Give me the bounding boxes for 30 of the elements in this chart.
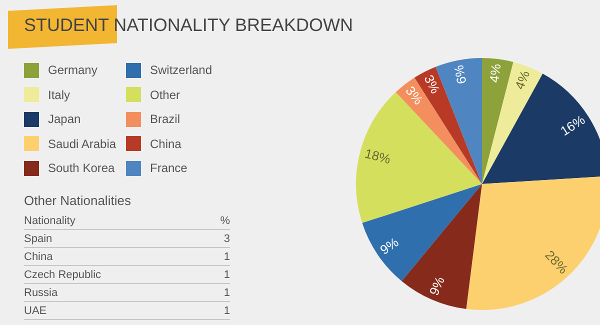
data-label: 18% [363,146,393,167]
category-label: Russia [24,286,58,298]
text: % [220,214,230,226]
data-label: 16% [558,112,588,139]
data-label: 1 [224,250,230,262]
legend-label: Other [150,88,180,102]
legend-label: Japan [48,112,81,126]
legend-label: Switzerland [150,63,212,78]
legend-label: Brazil [150,112,180,126]
legend-label: Italy [48,88,70,102]
legend-label: China [150,136,182,151]
category-label: Spain [24,232,52,244]
legend-label: Saudi Arabia [48,136,116,151]
legend-label: Germany [48,63,98,78]
data-label: 1 [224,304,230,316]
legend-label: France [150,161,188,176]
category-label: Czech Republic [24,268,102,280]
data-label: 3 [224,232,230,244]
category-label: China [24,250,53,262]
data-label: 9% [377,234,402,258]
data-label: 1 [224,286,230,298]
data-label: 1 [224,268,230,280]
category-label: UAE [24,304,47,316]
data-label: 4% [512,68,533,92]
data-label: 6% [450,64,470,86]
text: Nationality [24,214,76,226]
data-label: 4% [486,62,504,84]
text: Other Nationalities [24,193,132,208]
data-label: 9% [426,274,448,298]
legend-label: South Korea [48,161,115,176]
